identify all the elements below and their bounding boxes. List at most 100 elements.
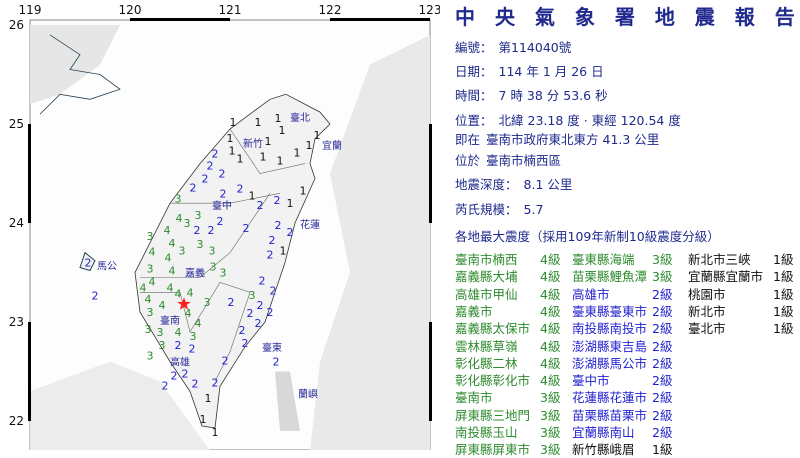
intensity-location: 宜蘭縣宜蘭市	[688, 269, 764, 285]
city-label: 蘭嶼	[298, 387, 318, 400]
station-intensity-marker: 2	[257, 299, 264, 312]
intensity-location: 彰化縣二林	[455, 355, 518, 371]
city-label: 宜蘭	[322, 139, 342, 152]
county-boundary	[140, 282, 251, 382]
intensity-location: 澎湖縣東吉島	[572, 338, 648, 354]
axis-bar	[28, 322, 31, 421]
station-intensity-marker: 2	[220, 187, 227, 200]
station-intensity-marker: 4	[187, 286, 194, 299]
eastern-seafloor-terrain	[310, 34, 430, 450]
station-intensity-marker: 2	[175, 339, 182, 352]
intensity-location: 苗栗縣鯉魚潭	[572, 269, 648, 285]
intensity-level: 3級	[652, 252, 673, 267]
station-intensity-marker: 3	[210, 261, 217, 274]
intensity-location: 嘉義縣大埔	[455, 269, 518, 285]
station-intensity-marker: 2	[162, 379, 169, 392]
intensity-location: 南投縣南投市	[572, 321, 648, 337]
intensity-location: 屏東縣三地門	[455, 407, 531, 423]
city-label: 新竹	[243, 137, 263, 150]
report-time: 時間： 7 時 38 分 53.6 秒	[455, 85, 614, 104]
city-label: 嘉義	[185, 267, 205, 280]
intensity-level: 2級	[652, 286, 673, 302]
station-intensity-marker: 4	[175, 326, 182, 339]
report-district: 位於 臺南市楠西區	[455, 150, 567, 169]
station-intensity-marker: 1	[279, 124, 286, 137]
intensity-level: 1級	[773, 303, 794, 319]
value: 114 年 1 月 26 日	[498, 64, 604, 79]
value: 7 時 38 分 53.6 秒	[498, 88, 608, 103]
intensity-location: 彰化縣彰化市	[455, 373, 531, 389]
intensity-location: 苗栗縣苗栗市	[572, 407, 648, 423]
station-intensity-marker: 1	[277, 155, 284, 168]
station-intensity-marker: 1	[227, 132, 234, 145]
station-intensity-marker: 2	[222, 355, 229, 368]
intensity-location: 雲林縣草嶺	[455, 338, 518, 354]
station-intensity-marker: 3	[159, 339, 166, 352]
intensity-location: 桃園市	[688, 286, 726, 302]
axis-bar	[28, 124, 31, 223]
station-intensity-marker: 3	[197, 238, 204, 251]
intensity-level: 2級	[652, 338, 673, 354]
value: 8.1 公里	[523, 177, 573, 192]
station-intensity-marker: 4	[176, 212, 183, 225]
intensity-level: 4級	[540, 252, 561, 267]
county-boundary	[229, 128, 306, 174]
station-intensity-marker: 3	[209, 245, 216, 258]
intensity-location: 澎湖縣馬公市	[572, 355, 648, 371]
intensity-level: 3級	[540, 442, 561, 458]
station-intensity-marker: 3	[145, 323, 152, 336]
intensity-level: 1級	[652, 442, 673, 458]
station-intensity-marker: 1	[306, 139, 313, 152]
intensity-level: 1級	[773, 269, 794, 285]
station-intensity-marker: 1	[237, 153, 244, 166]
lat-tick-label: 26	[9, 18, 24, 32]
station-intensity-marker: 1	[205, 392, 212, 405]
lat-tick-label: 24	[9, 216, 24, 230]
intensity-location: 新北市三峽	[688, 252, 751, 267]
station-intensity-marker: 2	[192, 377, 199, 390]
city-label: 臺北	[290, 111, 310, 124]
station-intensity-marker: 2	[190, 181, 197, 194]
city-label: 馬公	[97, 261, 117, 273]
label: 位於	[455, 153, 481, 168]
station-intensity-marker: 2	[267, 306, 274, 319]
intensity-level: 4級	[540, 269, 561, 285]
station-intensity-marker: 1	[212, 426, 219, 439]
value: 5.7	[523, 202, 544, 217]
axis-bar	[130, 18, 230, 21]
city-label: 花蓮	[300, 218, 320, 231]
intensity-level: 2級	[652, 373, 673, 389]
intensity-level: 4級	[540, 321, 561, 337]
label: 編號：	[455, 40, 493, 55]
intensity-location: 高雄市甲仙	[455, 286, 518, 302]
station-intensity-marker: 1	[287, 197, 294, 210]
station-intensity-marker: 2	[202, 172, 209, 185]
lon-tick-label: 119	[19, 3, 42, 17]
city-label: 臺中	[212, 199, 232, 212]
lat-tick-label: 22	[9, 414, 24, 428]
station-intensity-marker: 4	[159, 299, 166, 312]
label: 時間：	[455, 88, 493, 103]
station-intensity-marker: 3	[147, 230, 154, 243]
station-intensity-marker: 3	[195, 209, 202, 222]
station-intensity-marker: 3	[220, 267, 227, 280]
report-date: 日期： 114 年 1 月 26 日	[455, 61, 610, 80]
station-intensity-marker: 3	[147, 350, 154, 363]
value: 臺南市楠西區	[486, 153, 562, 168]
intensity-level: 4級	[540, 303, 561, 319]
china-coast-terrain	[30, 25, 120, 105]
station-intensity-marker: 2	[259, 274, 266, 287]
county-boundary	[170, 193, 281, 204]
station-intensity-marker: 4	[140, 281, 147, 294]
intensity-level: 1級	[773, 286, 794, 302]
station-intensity-marker: 2	[212, 376, 219, 389]
intensity-level: 4級	[540, 338, 561, 354]
intensity-level: 1級	[773, 252, 794, 267]
axis-bar	[429, 124, 432, 223]
station-intensity-marker: 2	[255, 317, 262, 330]
intensity-level: 2級	[652, 321, 673, 337]
intensity-level: 3級	[540, 407, 561, 423]
station-intensity-marker: 4	[164, 224, 171, 237]
station-intensity-marker: 1	[229, 145, 236, 158]
